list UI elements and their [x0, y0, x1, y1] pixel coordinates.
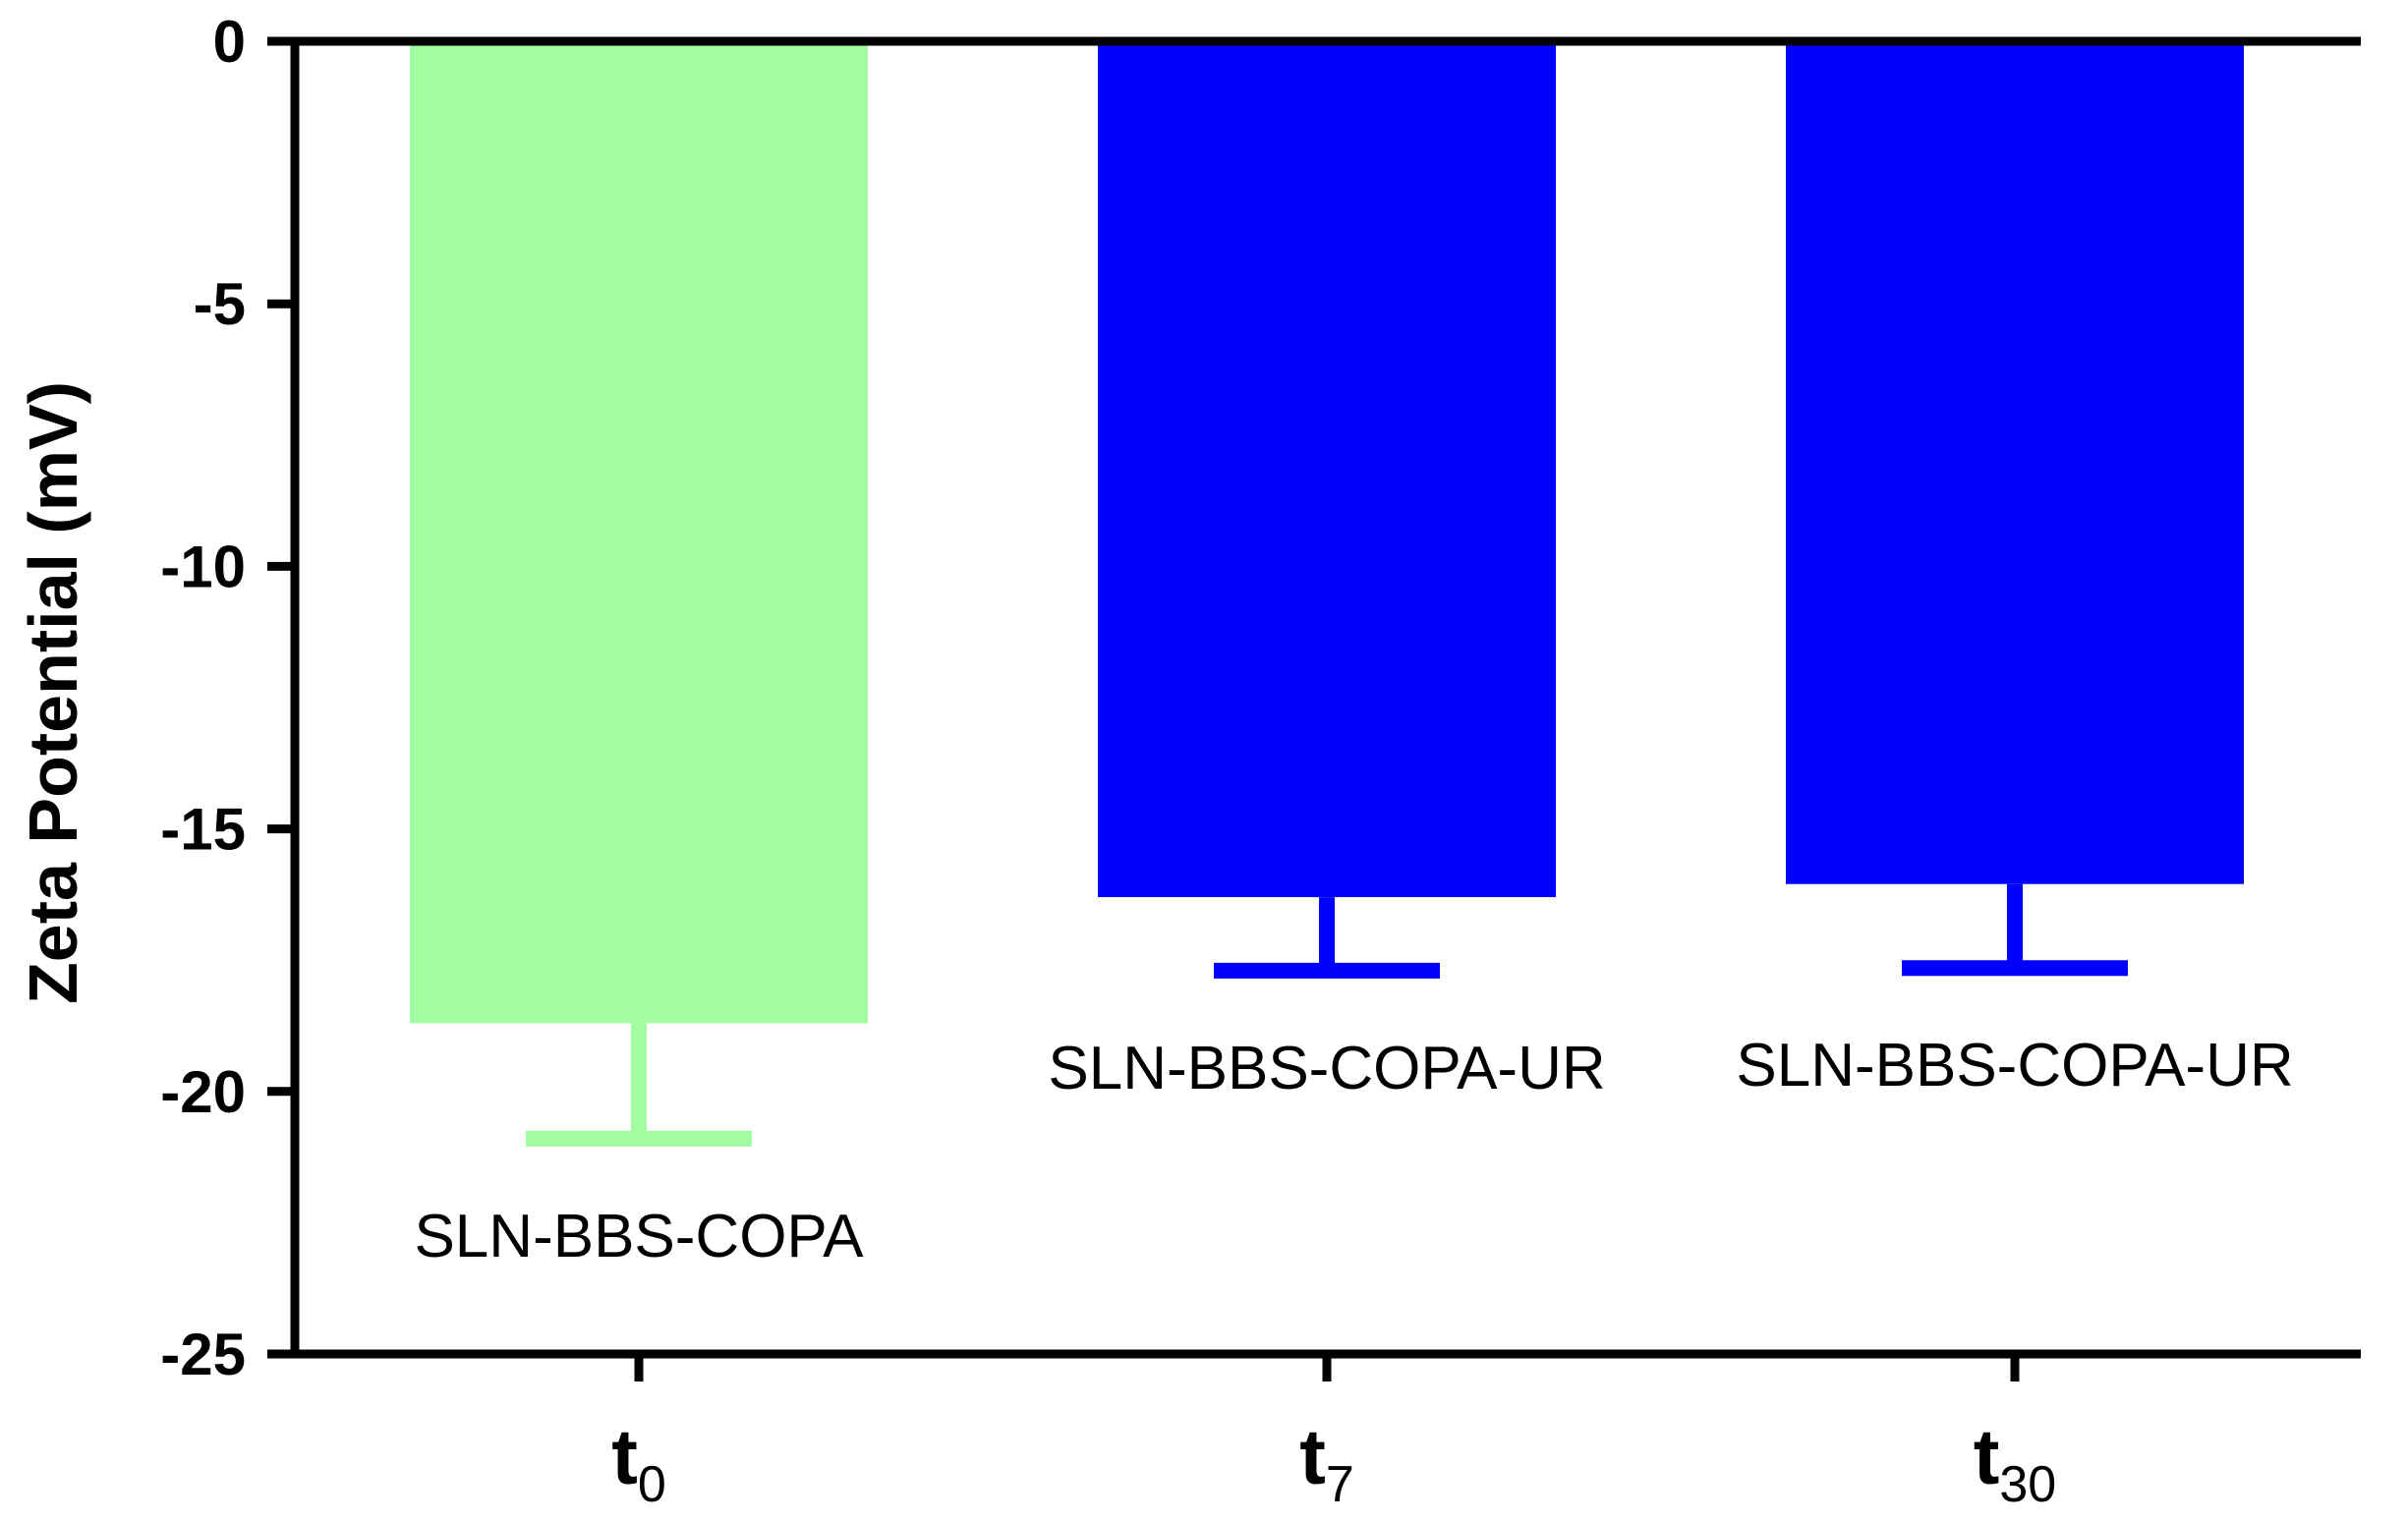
bar-0	[410, 41, 868, 1024]
bar-label-2: SLN-BBS-COPA-UR	[1736, 1032, 2293, 1099]
x-tick-label-2: t30	[1974, 1413, 2056, 1513]
bar-1	[1098, 41, 1556, 898]
x-tick-label-main-0: t	[611, 1413, 638, 1500]
bars-layer	[410, 41, 2244, 1024]
y-axis-title: Zeta Potential (mV)	[15, 381, 91, 1004]
y-tick-label-2: -10	[160, 534, 246, 599]
bar-label-0: SLN-BBS-COPA	[414, 1203, 864, 1270]
bar-labels-layer: SLN-BBS-COPA SLN-BBS-COPA-UR SLN-BBS-COPA-…	[414, 1032, 2293, 1270]
bar-label-1: SLN-BBS-COPA-UR	[1048, 1035, 1605, 1102]
y-tick-label-0: 0	[213, 9, 246, 75]
y-tick-label-4: -20	[160, 1059, 246, 1125]
x-ticks-layer: t0 t7 t30	[611, 1354, 2056, 1513]
x-tick-label-main-2: t	[1974, 1413, 2000, 1500]
x-tick-label-0: t0	[611, 1413, 666, 1513]
x-tick-label-1: t7	[1299, 1413, 1354, 1513]
x-tick-label-sub-0: 0	[638, 1456, 666, 1513]
x-tick-label-sub-2: 30	[1999, 1456, 2056, 1513]
error-bars-layer	[526, 883, 2128, 1147]
y-tick-label-5: -25	[160, 1322, 246, 1387]
y-tick-label-1: -5	[194, 271, 246, 337]
y-tick-label-3: -15	[160, 797, 246, 863]
y-ticks-layer: 0 -5 -10 -15 -20 -25	[160, 9, 295, 1387]
bar-2	[1786, 41, 2244, 884]
x-tick-label-sub-1: 7	[1326, 1456, 1354, 1513]
x-tick-label-main-1: t	[1299, 1413, 1326, 1500]
